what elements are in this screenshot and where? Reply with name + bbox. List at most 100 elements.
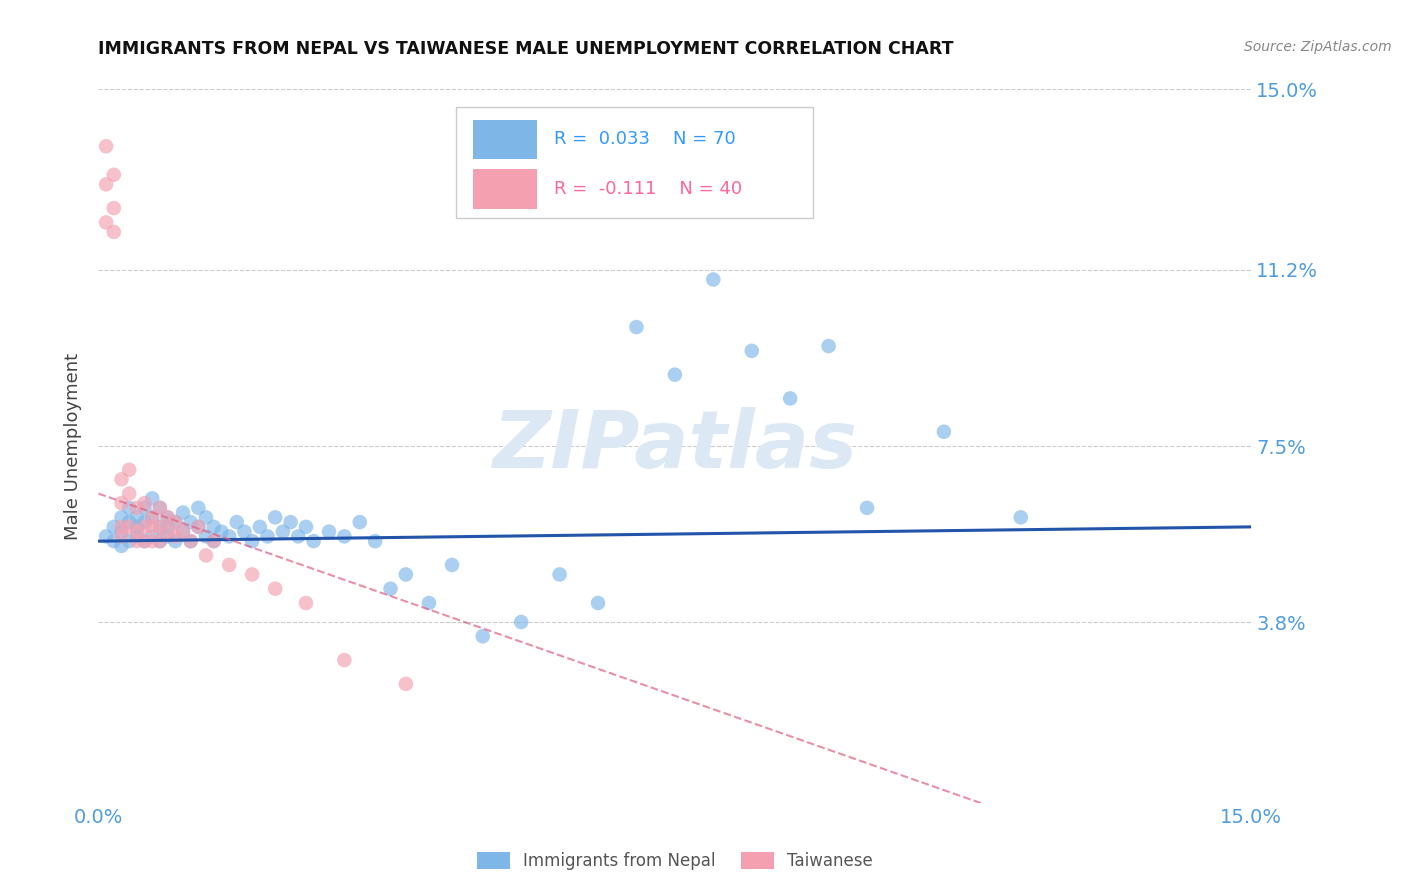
Point <box>180 515 202 529</box>
Point <box>364 534 387 549</box>
Point <box>349 515 371 529</box>
Point <box>187 520 209 534</box>
Point <box>1010 510 1032 524</box>
Point <box>395 677 418 691</box>
Point <box>125 510 148 524</box>
Point <box>94 139 117 153</box>
Point <box>156 524 179 539</box>
Point <box>165 515 187 529</box>
Point <box>233 524 256 539</box>
Point <box>240 567 263 582</box>
Point <box>440 558 463 572</box>
Point <box>149 500 172 515</box>
Point <box>195 549 218 563</box>
Point <box>141 534 163 549</box>
Point <box>548 567 571 582</box>
Point <box>110 472 132 486</box>
Point <box>702 272 724 286</box>
Point <box>125 529 148 543</box>
Point <box>125 534 148 549</box>
Point <box>103 225 125 239</box>
Text: Source: ZipAtlas.com: Source: ZipAtlas.com <box>1244 40 1392 54</box>
Point <box>395 567 418 582</box>
Point <box>134 500 156 515</box>
Point <box>149 500 172 515</box>
Point <box>141 491 163 506</box>
Point <box>156 529 179 543</box>
Legend: Immigrants from Nepal, Taiwanese: Immigrants from Nepal, Taiwanese <box>470 845 880 877</box>
Point <box>218 558 240 572</box>
Point <box>264 582 287 596</box>
Text: R =  -0.111    N = 40: R = -0.111 N = 40 <box>554 180 742 198</box>
Point <box>664 368 686 382</box>
Point <box>134 520 156 534</box>
Point <box>118 515 141 529</box>
Point <box>110 520 132 534</box>
Point <box>125 524 148 539</box>
Point <box>149 520 172 534</box>
Point <box>149 534 172 549</box>
Point <box>156 510 179 524</box>
Point <box>856 500 879 515</box>
Point <box>187 500 209 515</box>
Point <box>187 520 209 534</box>
Point <box>195 529 218 543</box>
Point <box>380 582 402 596</box>
Point <box>134 534 156 549</box>
Point <box>103 534 125 549</box>
Point <box>110 529 132 543</box>
Point <box>295 520 318 534</box>
Point <box>110 539 132 553</box>
Point <box>103 201 125 215</box>
Point <box>118 463 141 477</box>
Point <box>172 524 194 539</box>
Point <box>134 534 156 549</box>
Point <box>94 529 117 543</box>
Point <box>110 510 132 524</box>
Point <box>118 486 141 500</box>
Point <box>94 178 117 192</box>
Point <box>932 425 955 439</box>
Text: R =  0.033    N = 70: R = 0.033 N = 70 <box>554 130 735 148</box>
Point <box>141 520 163 534</box>
Point <box>165 534 187 549</box>
Point <box>295 596 318 610</box>
Point <box>134 496 156 510</box>
Point <box>156 520 179 534</box>
Point <box>118 534 141 549</box>
Point <box>165 515 187 529</box>
Point <box>110 496 132 510</box>
Point <box>418 596 440 610</box>
Point <box>741 343 763 358</box>
FancyBboxPatch shape <box>472 120 537 159</box>
Point <box>195 510 218 524</box>
Point <box>240 534 263 549</box>
Point <box>118 500 141 515</box>
Point <box>817 339 839 353</box>
Point <box>149 534 172 549</box>
Point <box>586 596 609 610</box>
Point <box>779 392 801 406</box>
Point <box>202 534 225 549</box>
Point <box>209 524 232 539</box>
Point <box>302 534 325 549</box>
Point <box>225 515 247 529</box>
Text: ZIPatlas: ZIPatlas <box>492 407 858 485</box>
Point <box>287 529 309 543</box>
Point <box>202 520 225 534</box>
Point <box>626 320 648 334</box>
Point <box>249 520 271 534</box>
Point <box>180 534 202 549</box>
Point <box>264 510 287 524</box>
FancyBboxPatch shape <box>456 107 813 218</box>
Point <box>118 520 141 534</box>
Point <box>134 515 156 529</box>
Text: IMMIGRANTS FROM NEPAL VS TAIWANESE MALE UNEMPLOYMENT CORRELATION CHART: IMMIGRANTS FROM NEPAL VS TAIWANESE MALE … <box>98 40 953 58</box>
Point <box>202 534 225 549</box>
Point <box>110 524 132 539</box>
Point <box>141 529 163 543</box>
Point <box>103 168 125 182</box>
Point <box>125 500 148 515</box>
Point <box>271 524 294 539</box>
Point <box>471 629 494 643</box>
